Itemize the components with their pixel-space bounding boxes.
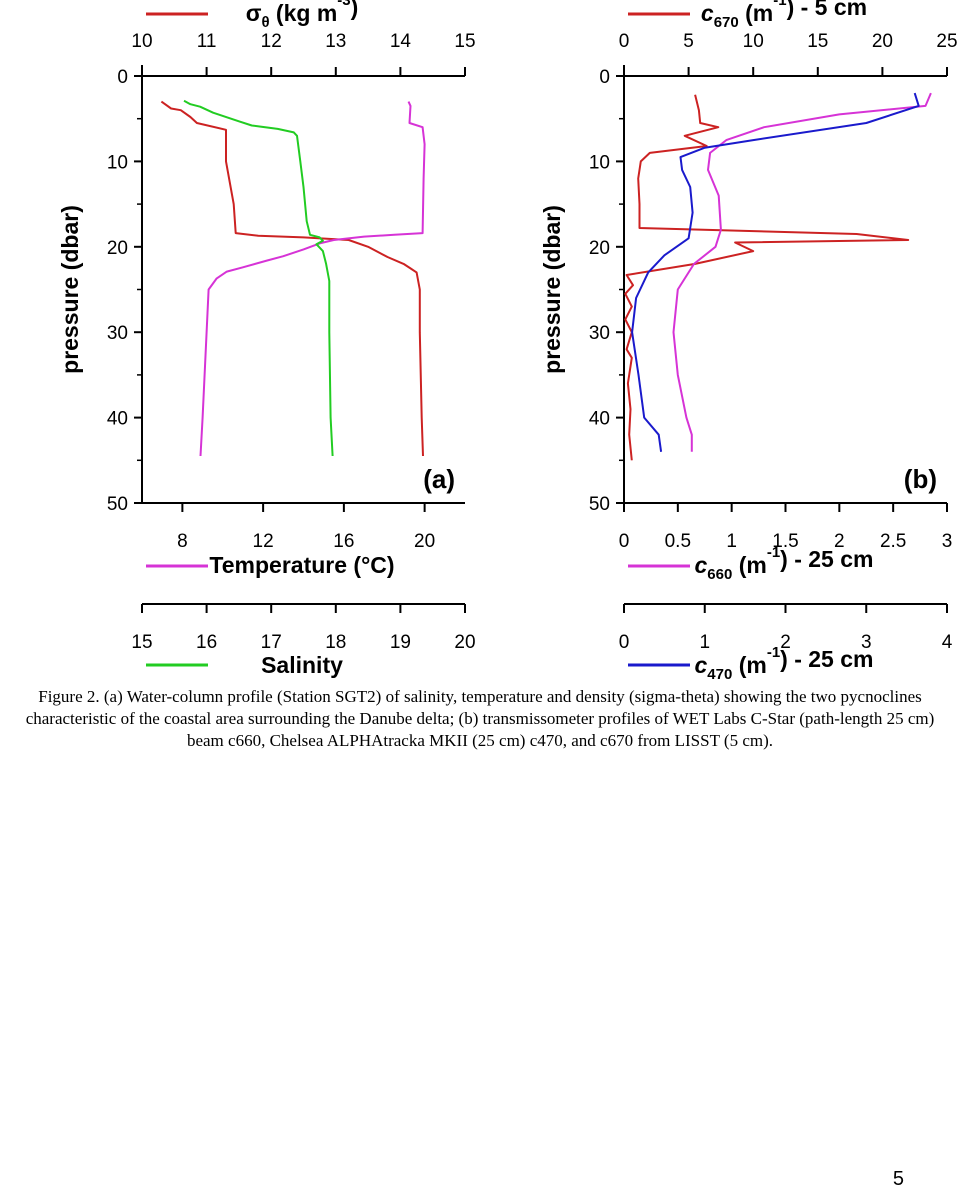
axis-title-c470: c470 (m-1) - 25 cm	[695, 644, 874, 683]
x-tick-label-salinity: 17	[261, 632, 282, 653]
panel-label-a: (a)	[423, 464, 455, 494]
x-tick-label-temperature: 20	[414, 531, 435, 552]
x-tick-label-c670: 25	[936, 31, 957, 52]
x-tick-label-c660: 3	[942, 531, 953, 552]
panel-label-b: (b)	[904, 464, 937, 494]
x-tick-label-density: 15	[454, 31, 475, 52]
y-tick-label: 40	[589, 409, 610, 430]
axis-title-salinity: Salinity	[261, 652, 343, 678]
x-tick-label-c470: 0	[619, 632, 630, 653]
x-tick-label-c670: 15	[807, 31, 828, 52]
axis-title-density: σθ (kg m-3)	[246, 0, 359, 31]
x-tick-label-c470: 3	[861, 632, 872, 653]
y-tick-label: 50	[589, 494, 610, 515]
x-tick-label-salinity: 19	[390, 632, 411, 653]
x-tick-label-c660: 0.5	[665, 531, 691, 552]
y-tick-label: 10	[107, 152, 128, 173]
x-tick-label-temperature: 16	[333, 531, 354, 552]
x-tick-label-salinity: 16	[196, 632, 217, 653]
x-tick-label-salinity: 15	[131, 632, 152, 653]
x-tick-label-salinity: 20	[454, 632, 475, 653]
figure-caption: Figure 2. (a) Water-column profile (Stat…	[25, 687, 935, 750]
series-line-salinity	[183, 99, 334, 457]
x-tick-label-c660: 2	[834, 531, 845, 552]
y-tick-label: 10	[589, 152, 610, 173]
x-tick-label-salinity: 18	[325, 632, 346, 653]
series-line-temperature	[199, 101, 426, 457]
axis-title-temperature: Temperature (°C)	[209, 552, 394, 578]
x-tick-label-density: 12	[261, 31, 282, 52]
series-line-c670-lisst	[624, 94, 910, 461]
x-tick-label-c660: 0	[619, 531, 630, 552]
y-tick-label: 30	[589, 323, 610, 344]
y-tick-label: 40	[107, 409, 128, 430]
x-tick-label-c470: 4	[942, 632, 953, 653]
x-tick-label-c660: 1	[726, 531, 737, 552]
x-tick-label-c470: 1	[699, 632, 710, 653]
y-tick-label: 30	[107, 323, 128, 344]
x-tick-label-temperature: 12	[253, 531, 274, 552]
y-tick-label: 0	[117, 67, 128, 88]
x-tick-label-c660: 2.5	[880, 531, 906, 552]
x-tick-label-c670: 10	[743, 31, 764, 52]
x-tick-label-density: 11	[197, 31, 217, 52]
series-line-c470-chelsea-alphatracka	[631, 92, 920, 452]
y-tick-label: 50	[107, 494, 128, 515]
x-tick-label-c670: 5	[683, 31, 694, 52]
x-tick-label-density: 14	[390, 31, 412, 52]
y-tick-label: 20	[107, 238, 128, 259]
axis-title-c670: c670 (m-1) - 5 cm	[701, 0, 867, 31]
x-tick-label-c470: 2	[780, 632, 791, 653]
y-tick-label: 0	[599, 67, 610, 88]
page-number: 5	[892, 1168, 904, 1190]
x-tick-label-c670: 20	[872, 31, 893, 52]
x-tick-label-density: 10	[131, 31, 152, 52]
axis-title-c660: c660 (m-1) - 25 cm	[695, 544, 874, 583]
series-line-c660-wet-labs-c-star	[672, 92, 932, 452]
x-tick-label-c660: 1.5	[772, 531, 798, 552]
y-axis-title: pressure (dbar)	[57, 205, 83, 374]
y-axis-title: pressure (dbar)	[539, 205, 565, 374]
y-tick-label: 20	[589, 238, 610, 259]
series-line-sigma-theta	[160, 100, 424, 457]
x-tick-label-c670: 0	[619, 31, 630, 52]
x-tick-label-temperature: 8	[177, 531, 188, 552]
x-tick-label-density: 13	[325, 31, 346, 52]
